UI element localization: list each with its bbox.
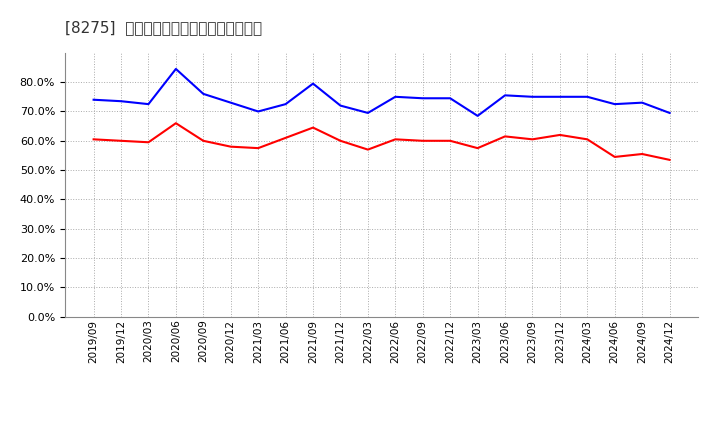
固定比率 (199, 91, 207, 96)
Line: 固定比率: 固定比率 (94, 69, 670, 116)
固定比率 (117, 99, 125, 104)
固定比率 (336, 103, 345, 108)
固定比率 (89, 97, 98, 103)
固定長期適合率 (611, 154, 619, 160)
固定比率 (473, 113, 482, 118)
固定比率 (446, 95, 454, 101)
固定長期適合率 (144, 139, 153, 145)
固定比率 (226, 100, 235, 105)
固定長期適合率 (226, 144, 235, 149)
固定比率 (528, 94, 537, 99)
固定比率 (500, 93, 509, 98)
固定比率 (391, 94, 400, 99)
固定長期適合率 (171, 121, 180, 126)
固定長期適合率 (583, 137, 592, 142)
固定比率 (611, 102, 619, 107)
固定比率 (282, 102, 290, 107)
固定比率 (665, 110, 674, 116)
固定長期適合率 (309, 125, 318, 130)
固定長期適合率 (336, 138, 345, 143)
固定長期適合率 (364, 147, 372, 152)
固定比率 (556, 94, 564, 99)
Text: [8275]  固定比率、固定長期適合率の推移: [8275] 固定比率、固定長期適合率の推移 (65, 20, 262, 35)
固定比率 (364, 110, 372, 116)
固定比率 (171, 66, 180, 72)
固定長期適合率 (638, 151, 647, 157)
固定比率 (309, 81, 318, 86)
固定長期適合率 (473, 146, 482, 151)
固定長期適合率 (418, 138, 427, 143)
固定長期適合率 (665, 157, 674, 162)
固定長期適合率 (500, 134, 509, 139)
固定比率 (638, 100, 647, 105)
固定比率 (144, 102, 153, 107)
固定長期適合率 (391, 137, 400, 142)
Line: 固定長期適合率: 固定長期適合率 (94, 123, 670, 160)
固定長期適合率 (528, 137, 537, 142)
固定長期適合率 (446, 138, 454, 143)
固定比率 (583, 94, 592, 99)
固定長期適合率 (117, 138, 125, 143)
固定比率 (418, 95, 427, 101)
固定長期適合率 (199, 138, 207, 143)
固定長期適合率 (282, 135, 290, 140)
固定比率 (254, 109, 263, 114)
固定長期適合率 (254, 146, 263, 151)
固定長期適合率 (89, 137, 98, 142)
固定長期適合率 (556, 132, 564, 138)
